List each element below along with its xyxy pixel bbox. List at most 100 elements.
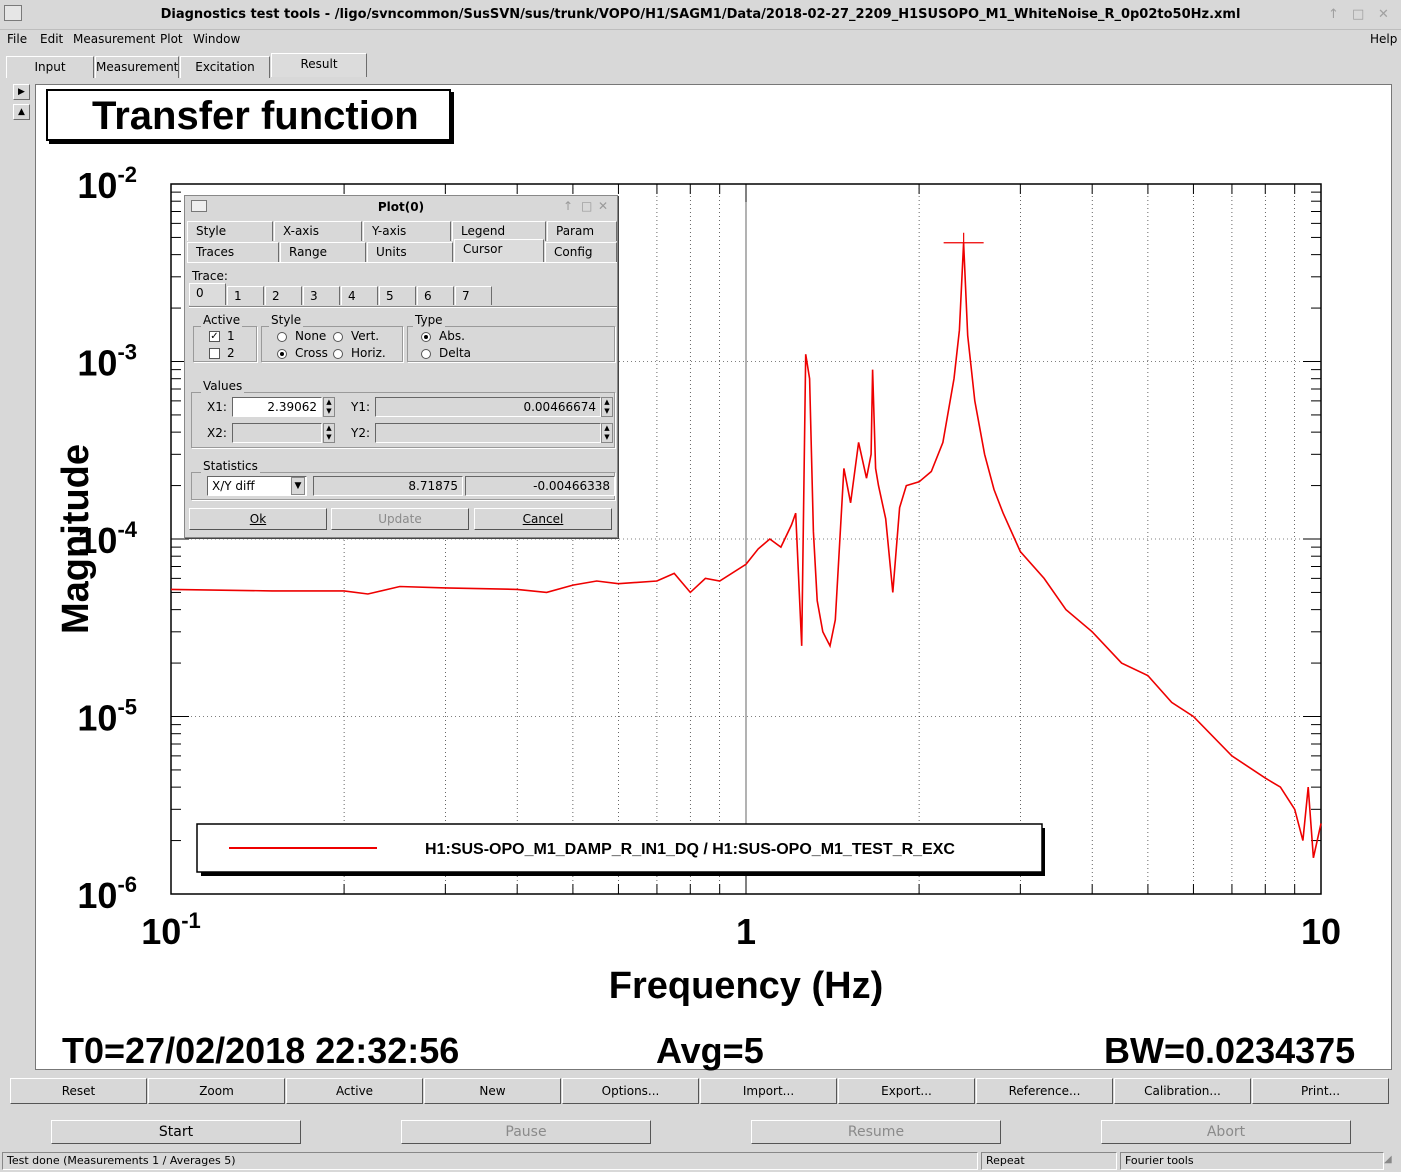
plot-button-active[interactable]: Active xyxy=(286,1078,423,1104)
dialog-tab-x-axis[interactable]: X-axis xyxy=(274,221,362,241)
stat-bw: BW=0.0234375 xyxy=(1104,1030,1356,1071)
y2-spinner[interactable]: ▲ ▼ xyxy=(601,423,613,443)
dialog-tab-legend[interactable]: Legend xyxy=(452,221,546,241)
tab-excitation[interactable]: Excitation xyxy=(180,56,270,78)
menu-file[interactable]: File xyxy=(7,32,28,46)
dialog-tab-units[interactable]: Units xyxy=(367,242,453,262)
plot-button-import[interactable]: Import... xyxy=(700,1078,837,1104)
menu-help[interactable]: Help xyxy=(1370,32,1398,46)
type-abs-label: Abs. xyxy=(439,329,465,343)
menu-window[interactable]: Window xyxy=(193,32,241,46)
plot-button-print[interactable]: Print... xyxy=(1252,1078,1389,1104)
trace-tab-4[interactable]: 4 xyxy=(341,286,378,305)
y1-field[interactable]: 0.00466674 xyxy=(375,397,601,417)
collapse-arrow-icon[interactable]: ▲ xyxy=(13,104,30,120)
trace-tab-7[interactable]: 7 xyxy=(455,286,492,305)
y2-label: Y2: xyxy=(351,426,371,440)
y2-field[interactable] xyxy=(375,423,601,443)
start-button[interactable]: Start xyxy=(51,1120,301,1144)
plot-options-dialog: Plot(0) ↑ □ ✕ Style X-axis Y-axis Legend… xyxy=(184,195,618,538)
dialog-tab-range[interactable]: Range xyxy=(280,242,366,262)
tab-result[interactable]: Result xyxy=(271,53,367,77)
dialog-tab-cursor[interactable]: Cursor xyxy=(454,239,544,262)
values-group-label: Values xyxy=(201,379,245,393)
statistics-mode-value: X/Y diff xyxy=(212,479,255,493)
menu-edit[interactable]: Edit xyxy=(40,32,64,46)
x1-input[interactable]: 2.39062 xyxy=(232,397,322,417)
dialog-tab-traces[interactable]: Traces xyxy=(187,242,279,262)
trace-tab-0[interactable]: 0 xyxy=(189,283,226,305)
style-cross-radio[interactable] xyxy=(277,349,287,359)
active-checkbox-2[interactable] xyxy=(209,348,220,359)
dialog-tab-y-axis[interactable]: Y-axis xyxy=(363,221,451,241)
type-delta-label: Delta xyxy=(439,346,472,360)
dialog-menu-button[interactable] xyxy=(191,200,207,212)
status-repeat: Repeat xyxy=(981,1152,1117,1170)
dialog-shade-icon[interactable]: ↑ xyxy=(563,199,574,213)
dialog-tab-style[interactable]: Style xyxy=(187,221,273,241)
resume-button[interactable]: Resume xyxy=(751,1120,1001,1144)
trace-tab-3[interactable]: 3 xyxy=(303,286,340,305)
menu-measurement[interactable]: Measurement xyxy=(73,32,156,46)
maximize-icon[interactable]: □ xyxy=(1352,7,1365,22)
trace-tab-6[interactable]: 6 xyxy=(417,286,454,305)
plot-button-zoom[interactable]: Zoom xyxy=(148,1078,285,1104)
x-tick-label: 10 xyxy=(1301,911,1341,952)
style-none-radio[interactable] xyxy=(277,332,287,342)
style-horiz-radio[interactable] xyxy=(333,349,343,359)
dialog-update-button[interactable]: Update xyxy=(331,508,469,530)
expand-arrow-icon[interactable]: ▶ xyxy=(13,84,30,100)
tab-measurement[interactable]: Measurement xyxy=(95,56,179,78)
dialog-tab-param[interactable]: Param xyxy=(547,221,617,241)
trace-tab-5[interactable]: 5 xyxy=(379,286,416,305)
x-tick-label: 10-1 xyxy=(141,908,201,952)
dialog-maximize-icon[interactable]: □ xyxy=(581,199,593,213)
y1-spinner[interactable]: ▲ ▼ xyxy=(601,397,613,417)
abort-button[interactable]: Abort xyxy=(1101,1120,1351,1144)
window-title: Diagnostics test tools - /ligo/svncommon… xyxy=(160,7,1241,22)
plot-button-calibration[interactable]: Calibration... xyxy=(1114,1078,1251,1104)
x1-spinner[interactable]: ▲ ▼ xyxy=(323,397,335,417)
shade-icon[interactable]: ↑ xyxy=(1328,7,1339,22)
x-tick-label: 1 xyxy=(736,911,756,952)
dialog-title: Plot(0) xyxy=(377,200,425,214)
style-cross-label: Cross xyxy=(295,346,328,360)
dialog-cancel-button[interactable]: Cancel xyxy=(474,508,612,530)
plot-button-new[interactable]: New xyxy=(424,1078,561,1104)
active-group-label: Active xyxy=(201,313,243,327)
plot-button-reference[interactable]: Reference... xyxy=(976,1078,1113,1104)
statistics-mode-select[interactable]: X/Y diff xyxy=(207,476,307,496)
style-vert-radio[interactable] xyxy=(333,332,343,342)
x1-label: X1: xyxy=(207,400,227,414)
values-group xyxy=(191,392,615,448)
menu-plot[interactable]: Plot xyxy=(160,32,183,46)
active-checkbox-1[interactable]: ✓ xyxy=(209,331,220,342)
close-icon[interactable]: ✕ xyxy=(1378,7,1389,22)
y-tick-label: 10-4 xyxy=(77,517,137,561)
plot-button-options[interactable]: Options... xyxy=(562,1078,699,1104)
type-delta-radio[interactable] xyxy=(421,349,431,359)
resize-grip-icon[interactable]: ◢ xyxy=(1384,1154,1392,1165)
y-tick-label: 10-3 xyxy=(77,340,137,384)
legend-box xyxy=(196,823,1043,873)
tab-input[interactable]: Input xyxy=(6,56,94,78)
trace-tab-1[interactable]: 1 xyxy=(227,286,264,305)
style-vert-label: Vert. xyxy=(351,329,380,343)
legend-entry: H1:SUS-OPO_M1_DAMP_R_IN1_DQ / H1:SUS-OPO… xyxy=(425,841,955,858)
x2-spinner[interactable]: ▲ ▼ xyxy=(323,423,335,443)
trace-tab-2[interactable]: 2 xyxy=(265,286,302,305)
chevron-down-icon[interactable]: ▼ xyxy=(291,477,305,495)
plot-button-export[interactable]: Export... xyxy=(838,1078,975,1104)
dialog-tab-config[interactable]: Config xyxy=(545,242,617,262)
plot-button-reset[interactable]: Reset xyxy=(10,1078,147,1104)
x2-input[interactable] xyxy=(232,423,322,443)
statistics-y-value: -0.00466338 xyxy=(465,476,615,496)
style-group xyxy=(261,326,403,362)
dialog-ok-button[interactable]: Ok xyxy=(189,508,327,530)
dialog-close-icon[interactable]: ✕ xyxy=(598,199,609,213)
y-tick-label: 10-6 xyxy=(77,872,137,916)
type-abs-radio[interactable] xyxy=(421,332,431,342)
window-menu-button[interactable] xyxy=(4,5,22,21)
pause-button[interactable]: Pause xyxy=(401,1120,651,1144)
